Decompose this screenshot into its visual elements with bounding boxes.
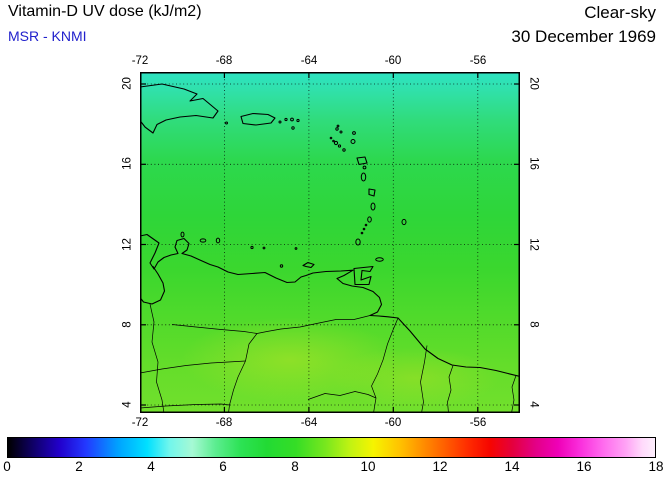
coastline-south-america	[140, 233, 520, 378]
island-grenada	[355, 238, 361, 246]
island-st-martin	[335, 127, 339, 131]
lon-tick-label-top: -68	[215, 55, 233, 67]
island-tobago	[375, 257, 384, 262]
island-st-kitts	[333, 140, 339, 146]
island-grenadine-2	[362, 227, 366, 231]
lon-tick-label-top: -60	[384, 55, 402, 67]
coastlines	[140, 83, 520, 378]
island-la-tortuga	[279, 264, 284, 268]
map-plot: -72 -68 -64 -60 -56 -72 -68 -64 -60 -56 …	[122, 55, 540, 429]
border-venezuela-guyana	[371, 317, 399, 413]
island-barbados	[401, 218, 407, 226]
island-st-vincent	[367, 216, 372, 223]
header-right: Clear-sky 30 December 1969	[511, 3, 656, 47]
lon-tick-label-bottom: -60	[384, 417, 402, 429]
border-guyana-suriname	[447, 365, 454, 413]
coastline-puerto-rico	[240, 112, 276, 126]
lat-tick-label-right: 12	[527, 238, 540, 251]
island-virgin-3	[296, 118, 300, 123]
island-montserrat	[342, 148, 346, 152]
lon-tick-label-top: -72	[131, 55, 149, 67]
island-st-barth	[339, 130, 343, 134]
lon-tick-label-bottom: -68	[215, 417, 233, 429]
colorbar-tick-label: 12	[432, 459, 448, 474]
lat-tick-label-left: 4	[121, 401, 134, 408]
river-apure	[171, 324, 258, 334]
colorbar-tick-label: 16	[576, 459, 592, 474]
grid-lines	[140, 72, 520, 413]
island-dominica	[360, 172, 367, 182]
island-anguilla	[336, 124, 340, 128]
island-antigua	[350, 139, 356, 144]
lat-tick-label-left: 8	[121, 321, 134, 328]
border-suriname-guiana	[511, 375, 517, 413]
river-guaviare	[140, 403, 230, 409]
island-bonaire	[215, 237, 221, 244]
lat-tick-label-right: 20	[527, 77, 540, 90]
island-curacao	[199, 238, 207, 243]
date-label: 30 December 1969	[511, 27, 656, 46]
lon-tick-label-bottom: -64	[300, 417, 318, 429]
colorbar-tick-label: 0	[3, 459, 11, 474]
lon-tick-label-top: -64	[300, 55, 318, 67]
island-la-blanquilla	[294, 247, 298, 250]
river-orinoco	[228, 314, 373, 413]
colorbar-tick-label: 14	[504, 459, 520, 474]
colorbar	[7, 437, 656, 458]
island-st-croix	[291, 126, 295, 130]
island-orchila	[262, 246, 266, 250]
map-frame	[140, 72, 520, 413]
axis-ticks	[140, 72, 520, 413]
island-virgin-1	[284, 117, 288, 122]
lat-tick-label-left: 20	[121, 77, 134, 90]
colorbar-tick-label: 18	[648, 459, 664, 474]
island-st-lucia	[370, 202, 376, 211]
border-venezuela-brazil	[307, 391, 377, 400]
coastline-trinidad	[353, 265, 374, 286]
island-barbuda	[352, 131, 356, 135]
colorbar-gradient	[8, 438, 655, 457]
lat-tick-label-right: 8	[527, 321, 540, 328]
colorbar-tick-label: 4	[147, 459, 155, 474]
coastline-guadeloupe	[356, 156, 368, 166]
island-virgin-2	[290, 117, 294, 122]
island-nevis	[337, 144, 342, 148]
lon-tick-label-bottom: -56	[469, 417, 487, 429]
lon-tick-label-bottom: -72	[131, 417, 149, 429]
colorbar-tick-label: 10	[360, 459, 376, 474]
island-aruba	[180, 231, 185, 238]
condition-label: Clear-sky	[584, 3, 656, 22]
borders-and-rivers	[140, 303, 517, 413]
island-marie-galante	[362, 165, 367, 170]
island-grenadine-1	[364, 223, 368, 227]
map-overlay	[140, 72, 520, 413]
lat-tick-label-left: 12	[121, 238, 134, 251]
coastline-martinique	[368, 188, 376, 197]
river-meta	[140, 360, 246, 374]
colorbar-tick-label: 8	[291, 459, 299, 474]
colorbar-tick-label: 2	[75, 459, 83, 474]
colorbar-labels: 0 2 4 6 8 10 12 14 16 18	[3, 459, 663, 476]
coastline-hispaniola	[140, 83, 219, 134]
border-colombia-venezuela	[149, 303, 165, 413]
coastline-margarita	[302, 261, 315, 269]
source-label: MSR - KNMI	[8, 28, 87, 44]
lat-tick-label-right: 4	[527, 401, 540, 408]
island-vieques	[278, 120, 282, 124]
island-los-roques	[250, 245, 254, 250]
island-mona	[225, 121, 228, 125]
island-grenadine-3	[360, 231, 364, 235]
lesser-antilles-islands	[180, 117, 407, 268]
page-title: Vitamin-D UV dose (kJ/m2)	[8, 3, 202, 20]
lat-tick-label-right: 16	[527, 157, 540, 170]
colorbar-tick-label: 6	[219, 459, 227, 474]
island-saba	[329, 136, 333, 140]
lon-tick-label-top: -56	[469, 55, 487, 67]
river-essequibo	[420, 345, 428, 413]
island-statia	[332, 139, 335, 143]
coastline-lake-maracaibo	[140, 265, 166, 305]
lat-tick-label-left: 16	[121, 157, 134, 170]
